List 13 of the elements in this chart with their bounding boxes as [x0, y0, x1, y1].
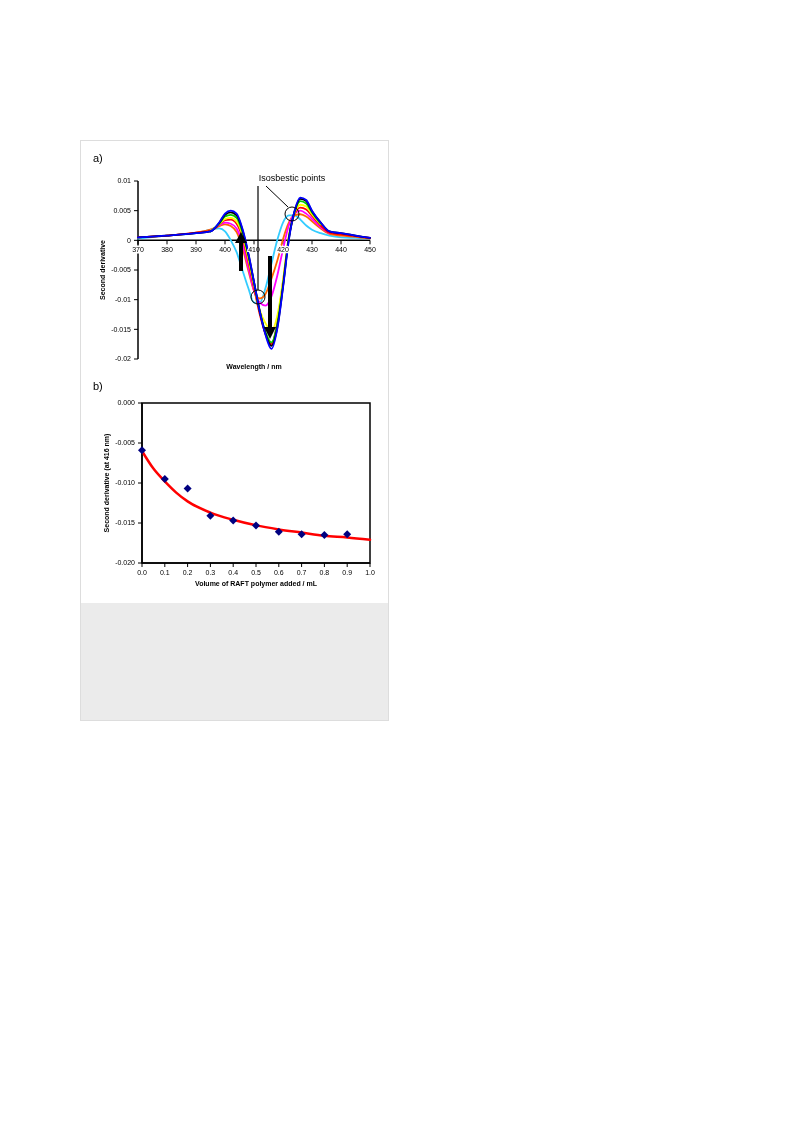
- point: [206, 511, 215, 520]
- point: [160, 475, 169, 483]
- point: [297, 530, 306, 539]
- chart-title: b): [93, 380, 103, 392]
- chart-title: a): [93, 152, 103, 164]
- point: [138, 446, 146, 455]
- point: [343, 530, 352, 539]
- point: [183, 484, 192, 493]
- point: [320, 531, 329, 539]
- point: [274, 527, 283, 536]
- point: [229, 516, 238, 525]
- point: [252, 521, 260, 530]
- annotation: Isosbestic points: [258, 173, 326, 183]
